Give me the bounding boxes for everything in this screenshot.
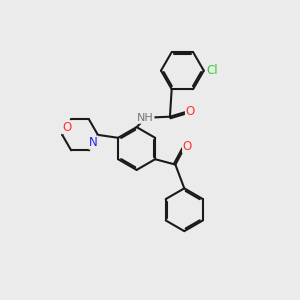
Text: O: O xyxy=(185,105,195,118)
Text: O: O xyxy=(62,121,71,134)
Text: Cl: Cl xyxy=(206,64,218,77)
Text: N: N xyxy=(89,136,98,149)
Text: NH: NH xyxy=(137,113,154,123)
Text: O: O xyxy=(183,140,192,153)
